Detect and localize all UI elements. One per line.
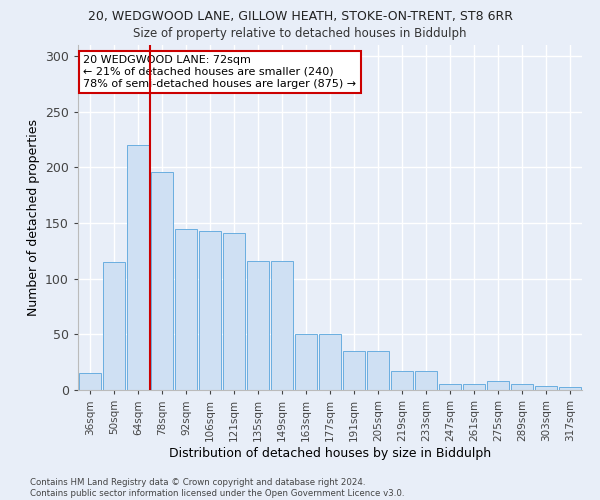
Bar xyxy=(487,381,509,390)
Bar xyxy=(319,334,341,390)
Text: Size of property relative to detached houses in Biddulph: Size of property relative to detached ho… xyxy=(133,28,467,40)
Bar xyxy=(511,384,533,390)
Y-axis label: Number of detached properties: Number of detached properties xyxy=(26,119,40,316)
Bar xyxy=(103,262,125,390)
Bar xyxy=(391,371,413,390)
Bar xyxy=(439,384,461,390)
Bar xyxy=(559,386,581,390)
Bar xyxy=(223,233,245,390)
Bar xyxy=(151,172,173,390)
Bar xyxy=(175,228,197,390)
Bar xyxy=(367,351,389,390)
Text: 20 WEDGWOOD LANE: 72sqm
← 21% of detached houses are smaller (240)
78% of semi-d: 20 WEDGWOOD LANE: 72sqm ← 21% of detache… xyxy=(83,56,356,88)
Bar xyxy=(463,384,485,390)
Bar xyxy=(127,145,149,390)
Bar xyxy=(415,371,437,390)
X-axis label: Distribution of detached houses by size in Biddulph: Distribution of detached houses by size … xyxy=(169,446,491,460)
Text: Contains HM Land Registry data © Crown copyright and database right 2024.
Contai: Contains HM Land Registry data © Crown c… xyxy=(30,478,404,498)
Bar xyxy=(535,386,557,390)
Text: 20, WEDGWOOD LANE, GILLOW HEATH, STOKE-ON-TRENT, ST8 6RR: 20, WEDGWOOD LANE, GILLOW HEATH, STOKE-O… xyxy=(88,10,512,23)
Bar xyxy=(295,334,317,390)
Bar xyxy=(79,374,101,390)
Bar xyxy=(199,231,221,390)
Bar xyxy=(247,261,269,390)
Bar xyxy=(343,351,365,390)
Bar xyxy=(271,261,293,390)
